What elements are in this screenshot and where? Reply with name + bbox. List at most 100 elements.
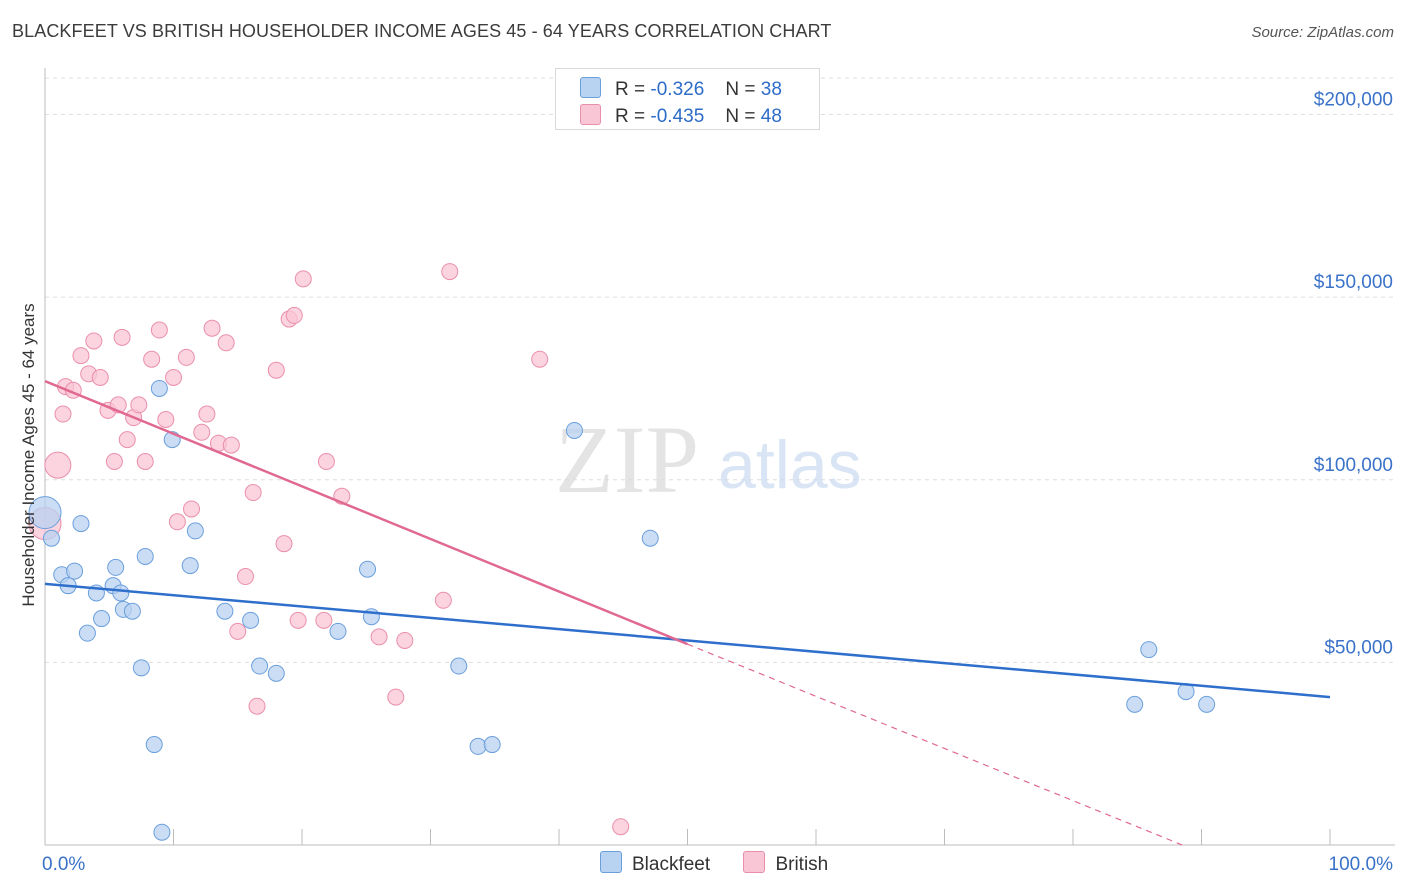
blackfeet-swatch (600, 851, 622, 873)
legend-item-british[interactable]: British (743, 851, 828, 876)
n-label: N = (725, 79, 756, 100)
british-point (85, 332, 103, 350)
source-label: Source: ZipAtlas.com (1251, 24, 1394, 41)
british-point (118, 431, 136, 449)
british-point (248, 697, 266, 715)
blackfeet-point (93, 610, 111, 628)
watermark-zip: ZIP (555, 406, 699, 513)
blackfeet-point (216, 602, 234, 620)
y-axis-label: Householder Income Ages 45 - 64 years (19, 303, 38, 606)
british-swatch (580, 104, 601, 125)
blackfeet-point (132, 659, 150, 677)
british-point (54, 405, 72, 423)
blackfeet-point (112, 584, 130, 602)
blackfeet-point (186, 522, 204, 540)
blackfeet-point (150, 379, 168, 397)
british-point (217, 334, 235, 352)
blackfeet-point (329, 622, 347, 640)
blackfeet-point (66, 562, 84, 580)
british-point (285, 306, 303, 324)
british-point (130, 396, 148, 414)
series-legend: Blackfeet British (600, 851, 856, 876)
british-point (182, 500, 200, 518)
british-point (229, 622, 247, 640)
n-value-blackfeet: 38 (760, 79, 782, 100)
x-tick-label-end: 100.0% (1329, 854, 1394, 875)
r-value-british: -0.435 (650, 106, 705, 127)
tick-labels: $50,000 $100,000 $150,000 $200,000 0.0% 100.0… (42, 90, 1393, 875)
british-point (91, 368, 109, 386)
blackfeet-point (251, 657, 269, 675)
stats-row-british: R = -0.435 N = 48 (580, 104, 782, 127)
blackfeet-point (145, 736, 163, 754)
trend-lines (44, 379, 1331, 846)
british-point (441, 263, 459, 281)
british-point (434, 591, 452, 609)
british-point (105, 453, 123, 470)
british-point (203, 319, 221, 337)
blackfeet-point (1140, 641, 1158, 659)
british-point (143, 350, 161, 368)
blackfeet-point (450, 657, 468, 675)
blackfeet-point (565, 421, 583, 439)
y-tick-label: $150,000 (1314, 272, 1393, 293)
blackfeet-point (359, 560, 377, 578)
legend-label-british: British (775, 854, 829, 875)
blackfeet-point (72, 515, 90, 533)
blackfeet-point (641, 529, 659, 547)
british-point (317, 453, 335, 470)
british-point (267, 361, 285, 379)
watermark: ZIP atlas (555, 406, 862, 513)
british-point (236, 568, 254, 586)
british-point (193, 423, 211, 441)
british-point (165, 368, 182, 386)
y-tick-label: $100,000 (1314, 455, 1393, 476)
blackfeet-point (242, 611, 260, 629)
stats-legend: R = -0.326 N = 38 R = -0.435 N = 48 (555, 68, 820, 130)
british-point (177, 348, 195, 366)
british-point (531, 350, 549, 368)
blackfeet-point (136, 547, 154, 565)
legend-label-blackfeet: Blackfeet (632, 854, 711, 875)
blackfeet-point (153, 823, 171, 841)
blackfeet-point (28, 496, 62, 530)
british-swatch (743, 851, 766, 873)
british-point (612, 818, 630, 836)
r-label: R = (615, 106, 646, 127)
blackfeet-point (469, 737, 487, 755)
british-point (294, 270, 312, 288)
watermark-atlas: atlas (718, 427, 862, 503)
x-tick-label-start: 0.0% (42, 854, 85, 875)
british-point (72, 347, 90, 365)
british-point (244, 484, 262, 502)
y-tick-label: $50,000 (1324, 637, 1393, 658)
british-point (289, 611, 307, 629)
british-point (275, 535, 293, 553)
british-point (136, 453, 154, 470)
british-point (222, 436, 240, 454)
british-point (198, 405, 216, 423)
blackfeet-point (1126, 695, 1144, 713)
british-point (168, 513, 186, 531)
n-value-british: 48 (760, 106, 782, 127)
legend-item-blackfeet[interactable]: Blackfeet (600, 851, 710, 876)
axes (44, 68, 1395, 846)
r-value-blackfeet: -0.326 (650, 79, 705, 100)
r-label: R = (615, 79, 646, 100)
blackfeet-point (107, 558, 125, 576)
british-point (370, 628, 388, 646)
british-point (315, 611, 333, 629)
blackfeet-point (483, 736, 501, 754)
blackfeet-point (123, 602, 141, 620)
british-point (157, 410, 175, 428)
british-trend-extension (687, 643, 1183, 846)
blackfeet-swatch (580, 77, 601, 98)
blackfeet-point (78, 624, 96, 642)
y-tick-label: $200,000 (1314, 90, 1393, 111)
blackfeet-point (1198, 695, 1216, 713)
chart-title: BLACKFEET VS BRITISH HOUSEHOLDER INCOME … (12, 21, 832, 41)
n-label: N = (725, 106, 756, 127)
blackfeet-trend-line (44, 582, 1331, 699)
british-point (396, 631, 414, 649)
